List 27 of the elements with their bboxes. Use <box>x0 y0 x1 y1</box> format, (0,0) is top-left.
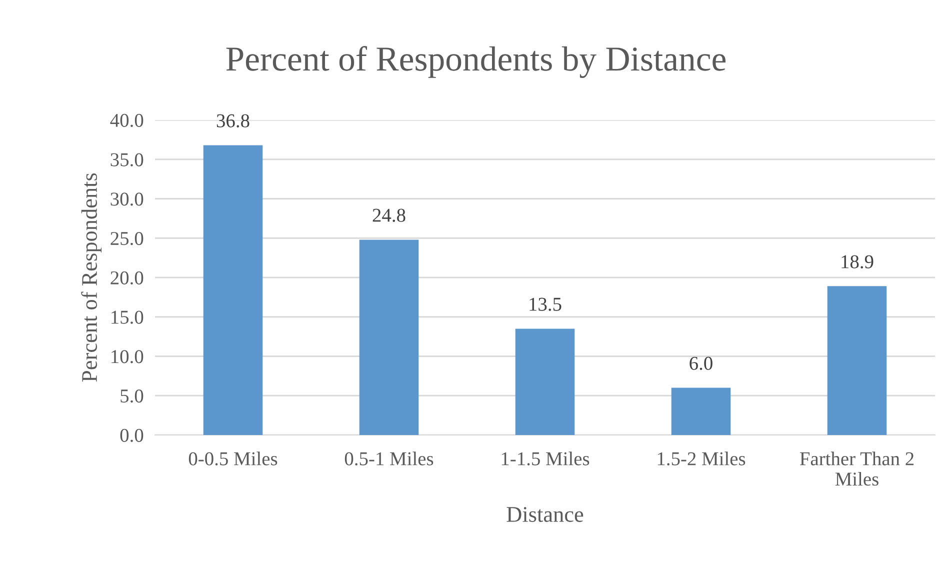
data-label: 24.8 <box>372 208 406 222</box>
data-label: 13.5 <box>530 298 562 311</box>
y-tick-label: 25.0 <box>110 232 144 246</box>
x-tick-label: 0.5-1 Miles <box>344 452 434 466</box>
y-tick-label: 0.0 <box>120 428 144 442</box>
y-tick-label: 20.0 <box>110 271 144 285</box>
y-tick-label: 35.0 <box>110 153 144 166</box>
bar <box>827 286 887 435</box>
bar <box>203 145 263 435</box>
y-axis-title: Percent of Respondents <box>81 173 102 382</box>
data-label: 36.8 <box>216 114 250 128</box>
y-tick-label: 40.0 <box>110 114 144 128</box>
x-tick-label: 1-1.5 Miles <box>502 452 590 466</box>
x-axis-title: Distance <box>506 507 584 522</box>
bar <box>671 388 731 435</box>
chart-title: Percent of Respondents by Distance <box>226 46 726 78</box>
y-tick-label: 15.0 <box>112 310 144 324</box>
y-tick-label: 30.0 <box>110 192 144 206</box>
x-tick-label: 0-0.5 Miles <box>188 452 278 466</box>
data-label: 6.0 <box>690 356 712 370</box>
x-tick-label: Farther Than 2 Miles <box>800 452 914 486</box>
data-label: 18.9 <box>842 255 874 268</box>
bar <box>359 240 419 435</box>
x-tick-label: 1.5-2 Miles <box>658 452 746 466</box>
y-tick-label: 5.0 <box>120 389 144 403</box>
y-tick-label: 10.0 <box>112 350 144 364</box>
bar <box>515 328 575 435</box>
